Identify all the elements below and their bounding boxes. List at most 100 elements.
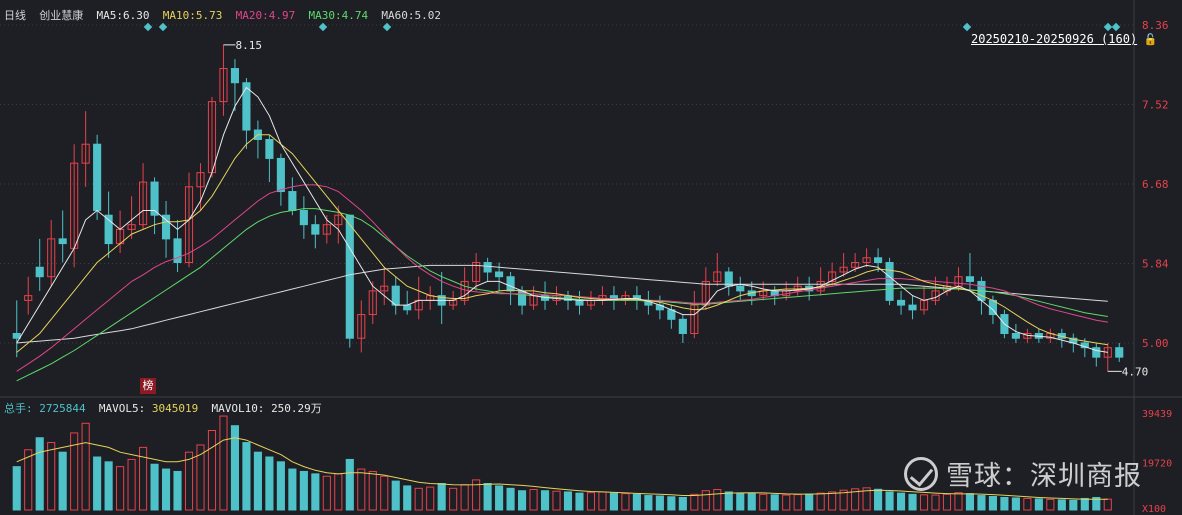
candle-body <box>403 304 412 311</box>
candle-body <box>345 214 354 339</box>
candle-body <box>483 262 492 273</box>
volume-bar <box>609 492 618 511</box>
volume-bar <box>426 486 435 511</box>
event-marker-icon <box>962 22 972 32</box>
total-volume-value: 2725844 <box>39 402 86 415</box>
candle-body <box>575 299 584 306</box>
volume-bar <box>701 490 710 511</box>
volume-bar <box>230 425 240 511</box>
volume-bar <box>908 493 917 511</box>
candle-body <box>368 290 377 316</box>
volume-bar <box>93 456 102 511</box>
volume-bar <box>954 492 963 511</box>
candle-body <box>104 214 113 245</box>
candle-body <box>242 82 251 131</box>
event-marker-icon <box>1103 22 1113 32</box>
volume-bar <box>575 492 584 511</box>
mavol-line <box>16 437 1108 500</box>
volume-bar <box>322 475 331 511</box>
date-range-label[interactable]: 20250210-20250926 (160) <box>971 32 1138 46</box>
period-label[interactable]: 日线 <box>4 9 26 22</box>
volume-bar <box>1092 496 1101 511</box>
volume-bar <box>724 491 733 511</box>
volume-bar <box>851 488 860 511</box>
volume-bar <box>586 492 596 511</box>
candle-body <box>391 285 400 306</box>
candle-body <box>311 224 320 235</box>
date-range[interactable]: 20250210-20250926 (160) 🔓 <box>971 32 1158 46</box>
volume-bar <box>506 487 515 511</box>
volume-bar <box>495 485 504 511</box>
watermark: 雪球：深圳商报 <box>904 454 1142 493</box>
volume-bar <box>1034 498 1043 511</box>
volume-bar <box>380 475 389 511</box>
volume-bar <box>334 473 343 511</box>
candle-body <box>219 68 228 103</box>
volume-bar <box>242 442 251 511</box>
volume-tick-label: 39439 <box>1142 409 1172 420</box>
candle-body <box>862 257 871 264</box>
candle-body <box>1092 347 1101 358</box>
ma30-value: 4.74 <box>341 9 369 22</box>
volume-bar <box>713 489 722 511</box>
volume-bar <box>896 492 906 511</box>
volume-bar <box>644 495 653 511</box>
volume-bar <box>116 466 125 511</box>
price-tick-label: 5.84 <box>1142 257 1169 270</box>
candle-body <box>196 172 205 188</box>
candle-body <box>839 266 848 273</box>
volume-bar <box>919 494 929 511</box>
volume-bar <box>161 468 171 511</box>
candle-body <box>965 276 975 282</box>
volume-bar <box>621 493 630 511</box>
event-marker-icon <box>158 22 168 32</box>
ma10-label: MA10: <box>162 9 196 22</box>
candle-body <box>506 276 515 292</box>
volume-bar <box>173 470 182 511</box>
mavol5-value: 3045019 <box>151 402 199 415</box>
candle-body <box>24 295 33 301</box>
volume-bar <box>311 473 320 511</box>
candle-body <box>1011 332 1020 339</box>
volume-bar <box>449 487 458 511</box>
ma30-line <box>16 208 1108 382</box>
candle-body <box>173 238 182 264</box>
volume-bar <box>598 491 607 511</box>
volume-bar <box>1000 496 1009 511</box>
volume-bar <box>24 449 33 511</box>
ma20-label: MA20: <box>235 9 269 22</box>
volume-bar <box>58 451 67 511</box>
volume-bar <box>81 422 90 511</box>
volume-header: 总手: 2725844 MAVOL5: 3045019 MAVOL10: 250… <box>4 400 322 416</box>
volume-bar <box>736 492 745 511</box>
volume-bar <box>472 479 481 511</box>
candle-body <box>851 262 860 268</box>
volume-bar <box>965 493 975 511</box>
lock-icon[interactable]: 🔓 <box>1143 33 1158 46</box>
volume-bar <box>47 442 56 511</box>
volume-bar <box>127 458 136 511</box>
volume-tick-label: X100 <box>1142 504 1166 515</box>
volume-bar <box>678 496 687 511</box>
candle-body <box>713 271 722 282</box>
volume-bar <box>139 446 148 511</box>
candle-body <box>139 181 148 226</box>
candle-body <box>896 299 906 306</box>
candle-body <box>334 214 343 226</box>
candle-body <box>150 181 159 216</box>
total-volume-label: 总手: <box>4 402 33 415</box>
volume-bar <box>104 461 113 511</box>
volume-bar <box>207 430 217 511</box>
stock-name: 创业慧康 <box>39 9 84 22</box>
volume-bar <box>414 487 423 511</box>
high-price-label: 8.15 <box>235 39 262 52</box>
candle-body <box>908 304 917 311</box>
ma20-value: 4.97 <box>268 9 296 22</box>
rank-badge[interactable]: 榜 <box>140 378 156 394</box>
chart-header: 日线 创业慧康 MA5:6.30 MA10:5.73 MA20:4.97 MA3… <box>4 7 441 23</box>
ma5-label: MA5: <box>96 9 124 22</box>
volume-bar <box>563 491 573 511</box>
candle-body <box>230 68 240 84</box>
candle-body <box>47 238 56 278</box>
